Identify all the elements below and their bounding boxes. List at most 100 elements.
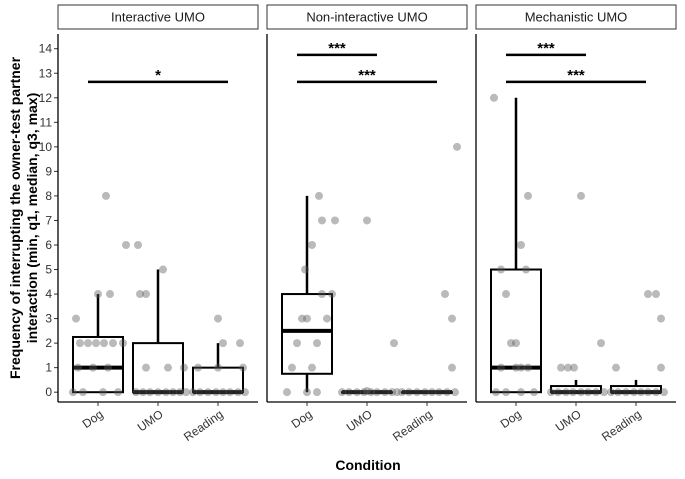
data-point [134, 240, 142, 249]
data-point [363, 216, 371, 225]
data-point [132, 388, 140, 397]
data-point [522, 265, 530, 274]
data-point [315, 191, 323, 200]
panel-2: Non-interactive UMO Dog UMO Reading *** *** [266, 4, 468, 444]
data-point [241, 388, 249, 397]
data-point [76, 339, 84, 348]
y-axis-title-line-1: Frequency of interrupting the owner-test… [7, 56, 23, 379]
panel-strip [266, 4, 468, 30]
data-point [180, 363, 188, 372]
data-point [345, 388, 353, 397]
data-point [554, 388, 562, 397]
panel-strip [57, 4, 259, 30]
data-point [497, 265, 505, 274]
data-point [405, 388, 413, 397]
data-point [182, 388, 190, 397]
data-point [614, 388, 622, 397]
data-point [318, 216, 326, 225]
data-point [338, 388, 346, 397]
data-point [413, 388, 421, 397]
data-point [360, 388, 368, 397]
box-reading [192, 343, 244, 395]
x-tick-label: Dog [498, 407, 524, 431]
box-umo [132, 269, 184, 395]
panel-title: Non-interactive UMO [306, 10, 427, 25]
data-point [99, 388, 107, 397]
data-point [74, 363, 82, 372]
y-tick-label: 9 [45, 164, 52, 178]
data-point [308, 240, 316, 249]
data-point [293, 339, 301, 348]
y-tick-label: 13 [39, 66, 53, 80]
x-axis-title: Condition [335, 457, 400, 473]
significance-label: *** [328, 40, 346, 57]
data-point [367, 388, 375, 397]
data-point [557, 363, 565, 372]
data-point [630, 388, 638, 397]
data-point [212, 388, 220, 397]
data-point [92, 339, 100, 348]
data-point [660, 388, 668, 397]
data-point [448, 314, 456, 323]
panel-strip [475, 4, 677, 30]
data-point [570, 363, 578, 372]
data-point [219, 388, 227, 397]
data-point [331, 216, 339, 225]
data-point [214, 363, 222, 372]
data-point [136, 290, 144, 299]
data-point [234, 388, 242, 397]
data-point [239, 363, 247, 372]
y-tick-label: 2 [45, 336, 52, 350]
data-point [441, 290, 449, 299]
data-point [303, 314, 311, 323]
y-tick-label: 10 [39, 140, 53, 154]
data-point [592, 388, 600, 397]
data-point [283, 388, 291, 397]
panel-3: Mechanistic UMO Dog UMO Reading *** *** [475, 4, 677, 444]
significance-label: * [155, 67, 161, 84]
data-point [622, 388, 630, 397]
x-tick-label: Dog [80, 407, 106, 431]
data-point [584, 388, 592, 397]
data-point [298, 314, 306, 323]
data-point [236, 339, 244, 348]
data-point [164, 363, 172, 372]
data-point [84, 339, 92, 348]
data-point [577, 388, 585, 397]
data-point [104, 363, 112, 372]
data-point [139, 388, 147, 397]
data-point [435, 388, 443, 397]
data-point [530, 388, 538, 397]
box-iqr [281, 293, 333, 375]
data-point [142, 290, 150, 299]
data-point [517, 240, 525, 249]
significance-label: *** [358, 67, 376, 84]
y-axis-title-line-2: interaction (min, q1, median, q3, max) [24, 93, 40, 344]
data-point [313, 388, 321, 397]
data-point [612, 363, 620, 372]
data-point [507, 339, 515, 348]
data-point [652, 388, 660, 397]
data-point [146, 388, 154, 397]
y-tick-label: 6 [45, 238, 52, 252]
data-point [600, 388, 608, 397]
data-point [637, 388, 645, 397]
box-iqr [132, 342, 184, 394]
data-point [159, 265, 167, 274]
panel-title: Interactive UMO [111, 10, 205, 25]
data-point [644, 290, 652, 299]
data-point [204, 388, 212, 397]
data-point [569, 388, 577, 397]
data-point [453, 142, 461, 151]
y-tick-label: 11 [40, 115, 53, 129]
box-reading [401, 390, 453, 395]
y-tick-label: 5 [45, 263, 52, 277]
data-point [102, 191, 110, 200]
data-point [189, 388, 197, 397]
data-point [94, 290, 102, 299]
data-point [451, 388, 459, 397]
x-tick-label: Reading [599, 407, 644, 444]
data-point [79, 388, 87, 397]
data-point [226, 388, 234, 397]
data-point [421, 388, 429, 397]
